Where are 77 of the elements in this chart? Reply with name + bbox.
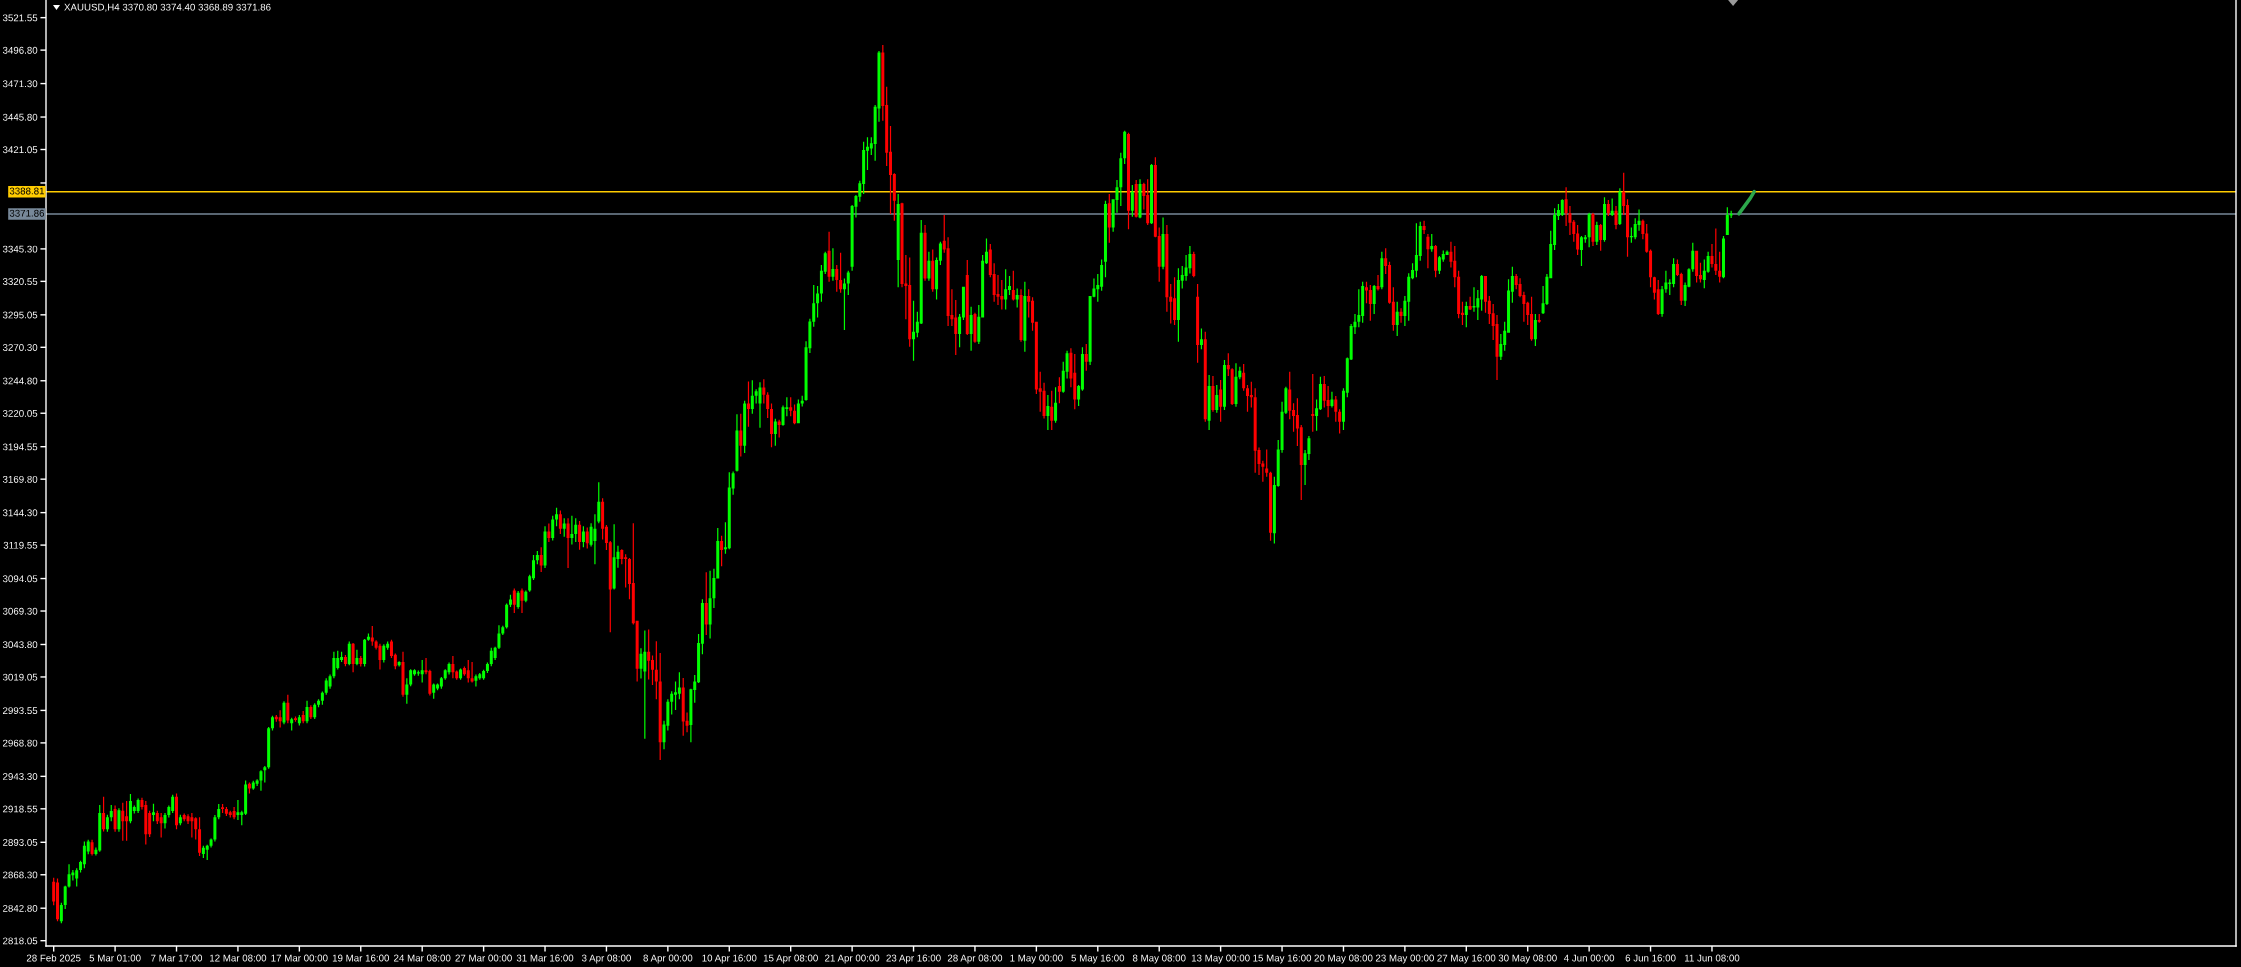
chart-title: XAUUSD,H4 3370.80 3374.40 3368.89 3371.86: [64, 3, 271, 12]
y-tick-label: 3471.30: [2, 80, 38, 88]
x-tick-label: 17 Mar 00:00: [271, 954, 328, 962]
candlestick: [474, 674, 478, 687]
x-tick-label: 19 Mar 16:00: [332, 954, 390, 962]
candlestick: [236, 799, 240, 821]
candlestick: [1422, 220, 1426, 235]
ref-line-label: 3388.81: [9, 187, 45, 195]
x-tick-label: 13 May 00:00: [1191, 954, 1250, 964]
candlestick: [1399, 308, 1403, 323]
x-tick-label: 27 May 16:00: [1437, 954, 1496, 964]
y-tick-label: 3345.30: [2, 245, 38, 253]
y-tick-label: 3144.30: [2, 509, 38, 517]
y-tick-label: 2918.55: [3, 805, 38, 813]
x-tick-label: 10 Apr 16:00: [702, 954, 757, 964]
x-tick-label: 15 Apr 08:00: [763, 954, 818, 964]
y-tick-label: 2868.30: [3, 871, 38, 879]
x-tick-label: 5 Mar 01:00: [89, 954, 141, 962]
y-tick-label: 3069.30: [2, 607, 38, 615]
candlestick: [259, 770, 263, 791]
y-tick-label: 3169.80: [2, 475, 38, 483]
y-tick-label: 3496.80: [2, 46, 38, 54]
y-tick-label: 3521.55: [2, 14, 38, 22]
candlestick: [470, 662, 474, 683]
y-tick-label: 3421.05: [2, 146, 38, 154]
y-tick-label: 2943.30: [3, 773, 38, 780]
y-tick-label: 3445.80: [2, 113, 38, 121]
y-tick-label: 3043.80: [2, 641, 38, 649]
y-tick-label: 3094.05: [2, 575, 38, 583]
y-tick-label: 3220.05: [2, 409, 38, 417]
y-tick-label: 3194.55: [2, 443, 38, 451]
x-tick-label: 6 Jun 16:00: [1625, 954, 1676, 962]
candlestick: [566, 518, 570, 569]
y-tick-label: 2842.80: [3, 904, 38, 912]
candlestick: [1330, 391, 1334, 408]
x-tick-label: 23 Apr 16:00: [886, 954, 941, 964]
ref-line-label: 3371.86: [9, 209, 45, 217]
x-tick-label: 11 Jun 08:00: [1684, 954, 1740, 962]
y-tick-label: 3270.30: [2, 344, 38, 351]
candlestick: [1376, 275, 1380, 291]
y-tick-label: 3119.55: [3, 541, 38, 549]
y-tick-label: 3320.55: [2, 278, 38, 285]
x-tick-label: 23 May 00:00: [1375, 954, 1434, 964]
x-tick-label: 7 Mar 17:00: [151, 954, 203, 962]
x-tick-label: 3 Apr 08:00: [581, 954, 631, 964]
y-tick-label: 3244.80: [2, 377, 38, 385]
x-tick-label: 5 May 16:00: [1071, 954, 1125, 964]
x-tick-label: 8 Apr 00:00: [643, 954, 693, 964]
candlestick: [827, 231, 831, 282]
candlestick: [355, 649, 359, 666]
x-tick-label: 31 Mar 16:00: [516, 954, 574, 962]
x-tick-label: 1 May 00:00: [1010, 954, 1063, 964]
x-tick-label: 28 Feb 2025: [26, 954, 81, 962]
x-tick-label: 20 May 08:00: [1314, 954, 1373, 964]
candlestick: [294, 716, 298, 722]
x-tick-label: 12 Mar 08:00: [210, 954, 267, 962]
line-series: [1737, 189, 1756, 216]
y-tick-label: 3019.05: [2, 673, 38, 681]
x-tick-label: 8 May 08:00: [1132, 954, 1186, 964]
y-tick-label: 2893.05: [3, 839, 38, 846]
candlestick: [1426, 234, 1430, 269]
y-tick-label: 3295.05: [2, 311, 38, 319]
x-tick-label: 15 May 16:00: [1253, 954, 1312, 964]
candlestick: [232, 807, 236, 820]
x-tick-label: 30 May 08:00: [1498, 954, 1557, 964]
candlestick: [520, 588, 524, 613]
x-tick-label: 28 Apr 08:00: [947, 954, 1003, 964]
x-tick-label: 4 Jun 00:00: [1563, 954, 1615, 962]
candlestick: [758, 382, 762, 428]
y-tick-label: 2993.55: [3, 707, 38, 715]
candlestick: [708, 570, 712, 639]
y-tick-label: 2968.80: [3, 739, 38, 747]
y-tick-label: 2818.05: [3, 937, 38, 945]
x-tick-label: 27 Mar 00:00: [455, 954, 512, 962]
x-tick-label: 21 Apr 00:00: [825, 954, 880, 964]
x-tick-label: 24 Mar 08:00: [394, 954, 451, 962]
candlestick: [831, 248, 835, 281]
